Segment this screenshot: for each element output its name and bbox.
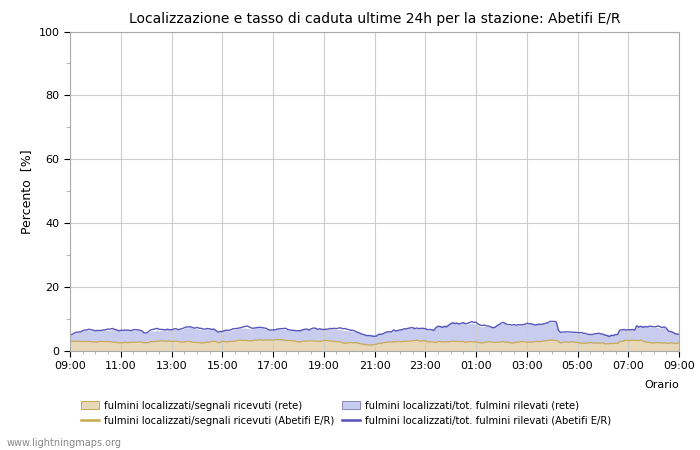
Text: Orario: Orario [644,380,679,390]
Title: Localizzazione e tasso di caduta ultime 24h per la stazione: Abetifi E/R: Localizzazione e tasso di caduta ultime … [129,12,620,26]
Text: www.lightningmaps.org: www.lightningmaps.org [7,438,122,448]
Legend: fulmini localizzati/segnali ricevuti (rete), fulmini localizzati/segnali ricevut: fulmini localizzati/segnali ricevuti (re… [81,401,612,426]
Y-axis label: Percento  [%]: Percento [%] [20,149,33,234]
